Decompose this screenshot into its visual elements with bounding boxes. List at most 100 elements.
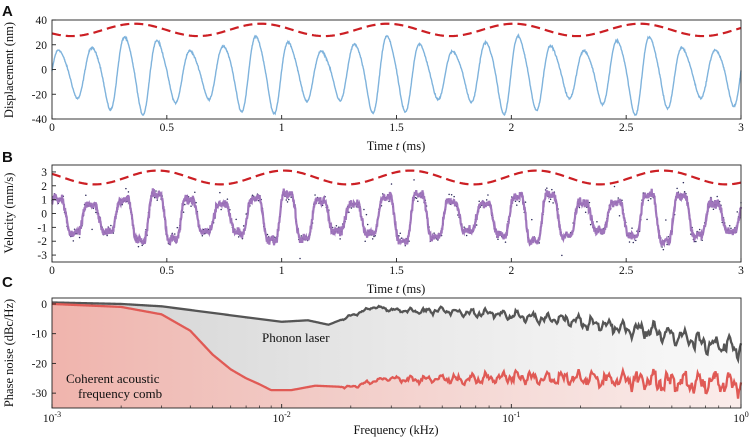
velocity-sample-dot <box>363 208 365 211</box>
velocity-sample-dot <box>110 224 112 227</box>
velocity-sample-dot <box>549 198 552 200</box>
velocity-sample-dot <box>174 233 176 235</box>
velocity-sample-dot <box>448 193 450 196</box>
velocity-sample-dot <box>91 228 93 231</box>
velocity-sample-dot <box>220 208 222 211</box>
velocity-sample-dot <box>400 237 403 239</box>
x-tick-label: 10-1 <box>502 410 520 425</box>
panel-b-series <box>51 169 743 260</box>
panel-b-ylabel: Velocity (mm/s) <box>2 173 16 254</box>
velocity-sample-dot <box>514 200 517 203</box>
velocity-sample-dot <box>95 211 97 214</box>
y-tick-label: 0 <box>41 65 47 77</box>
velocity-sample-dot <box>578 206 581 209</box>
velocity-line <box>51 188 743 248</box>
y-tick-label: -1 <box>37 222 47 234</box>
annotation-phonon-laser: Phonon laser <box>262 330 330 345</box>
y-tick-label: -2 <box>37 236 47 248</box>
velocity-sample-dot <box>184 203 186 206</box>
velocity-sample-dot <box>475 224 478 226</box>
panel-a-xlabel: Time t (ms) <box>367 139 426 153</box>
velocity-sample-dot <box>155 190 157 192</box>
velocity-sample-dot <box>286 201 289 203</box>
x-tick-label: 1.5 <box>389 265 404 277</box>
velocity-sample-dot <box>266 233 269 236</box>
velocity-sample-dot <box>364 240 366 242</box>
velocity-sample-dot <box>390 183 393 185</box>
velocity-sample-dot <box>730 227 732 229</box>
velocity-sample-dot <box>650 198 652 200</box>
velocity-sample-dot <box>242 225 245 227</box>
x-tick-label: 1 <box>279 265 285 277</box>
velocity-sample-dot <box>596 220 598 223</box>
x-tick-label: 10-3 <box>43 410 61 425</box>
velocity-sample-dot <box>635 239 637 242</box>
velocity-sample-dot <box>127 191 130 193</box>
panel-c-ticks: 10-3 10-2 10-1 100 0 -10 -20 -30 <box>32 299 749 425</box>
velocity-sample-dot <box>125 187 127 190</box>
velocity-sample-dot <box>365 213 368 216</box>
velocity-sample-dot <box>662 248 665 251</box>
velocity-sample-dot <box>642 192 645 194</box>
panel-c-letter: C <box>2 274 13 291</box>
velocity-sample-dot <box>516 204 518 206</box>
x-tick-label: 3 <box>738 122 744 134</box>
panel-c-ylabel: Phase noise (dBc/Hz) <box>2 299 16 407</box>
velocity-sample-dot <box>584 211 587 214</box>
panel-a-letter: A <box>2 3 13 20</box>
comb-line <box>51 302 743 399</box>
y-tick-label: 2 <box>41 181 47 193</box>
x-tick-label: 2 <box>508 265 514 277</box>
velocity-sample-dot <box>413 179 415 181</box>
velocity-sample-dot <box>665 219 667 221</box>
velocity-sample-dot <box>548 200 551 203</box>
velocity-sample-dot <box>399 232 402 235</box>
x-tick-label: 0 <box>49 122 55 134</box>
panel-c-series <box>51 301 743 408</box>
velocity-sample-dot <box>335 225 338 227</box>
panel-a: A 0 0.5 1 1.5 2 2.5 3 -40 -20 0 20 40 Displacement … <box>2 3 744 153</box>
y-tick-label: 0 <box>41 209 47 221</box>
velocity-sample-dot <box>201 234 204 237</box>
velocity-sample-dot <box>617 197 619 199</box>
velocity-sample-dot <box>415 197 418 199</box>
displacement-envelope <box>51 22 742 38</box>
x-tick-label: 2.5 <box>619 265 634 277</box>
panel-b-frame <box>51 164 742 263</box>
velocity-sample-dot <box>237 236 240 238</box>
panel-c: C 10-3 10-2 10-1 100 0 -10 -20 -30 Phase noise … <box>2 274 749 437</box>
displacement-line <box>51 32 742 117</box>
y-tick-label: 40 <box>36 15 48 27</box>
velocity-sample-dot <box>695 240 697 243</box>
velocity-sample-dot <box>698 228 701 231</box>
y-tick-label: 0 <box>41 299 47 311</box>
velocity-sample-dot <box>339 238 341 240</box>
x-tick-label: 0 <box>49 265 55 277</box>
velocity-sample-dot <box>299 257 301 260</box>
velocity-sample-dot <box>716 195 718 198</box>
velocity-sample-dot <box>417 200 419 202</box>
velocity-sample-dot <box>728 225 731 227</box>
comb-fill <box>52 303 741 408</box>
x-tick-label: 0.5 <box>160 122 175 134</box>
velocity-sample-dot <box>736 211 738 213</box>
panel-b-letter: B <box>2 149 13 166</box>
velocity-sample-dot <box>465 234 468 237</box>
velocity-sample-dot <box>153 196 156 199</box>
panel-a-ticks: 0 0.5 1 1.5 2 2.5 3 -40 -20 0 20 40 <box>32 15 744 134</box>
velocity-sample-dot <box>388 200 390 203</box>
velocity-sample-dot <box>485 199 488 201</box>
panel-c-frame <box>51 297 742 409</box>
velocity-sample-dot <box>463 226 465 228</box>
phonon-laser-line <box>51 301 743 365</box>
velocity-sample-dot <box>371 238 374 240</box>
y-tick-label: -20 <box>32 89 48 101</box>
velocity-sample-dot <box>72 240 75 242</box>
x-tick-label: 1 <box>279 122 285 134</box>
velocity-sample-dot <box>683 191 686 193</box>
velocity-sample-dot <box>251 194 254 197</box>
velocity-sample-dot <box>531 218 533 221</box>
velocity-sample-dot <box>712 208 715 210</box>
